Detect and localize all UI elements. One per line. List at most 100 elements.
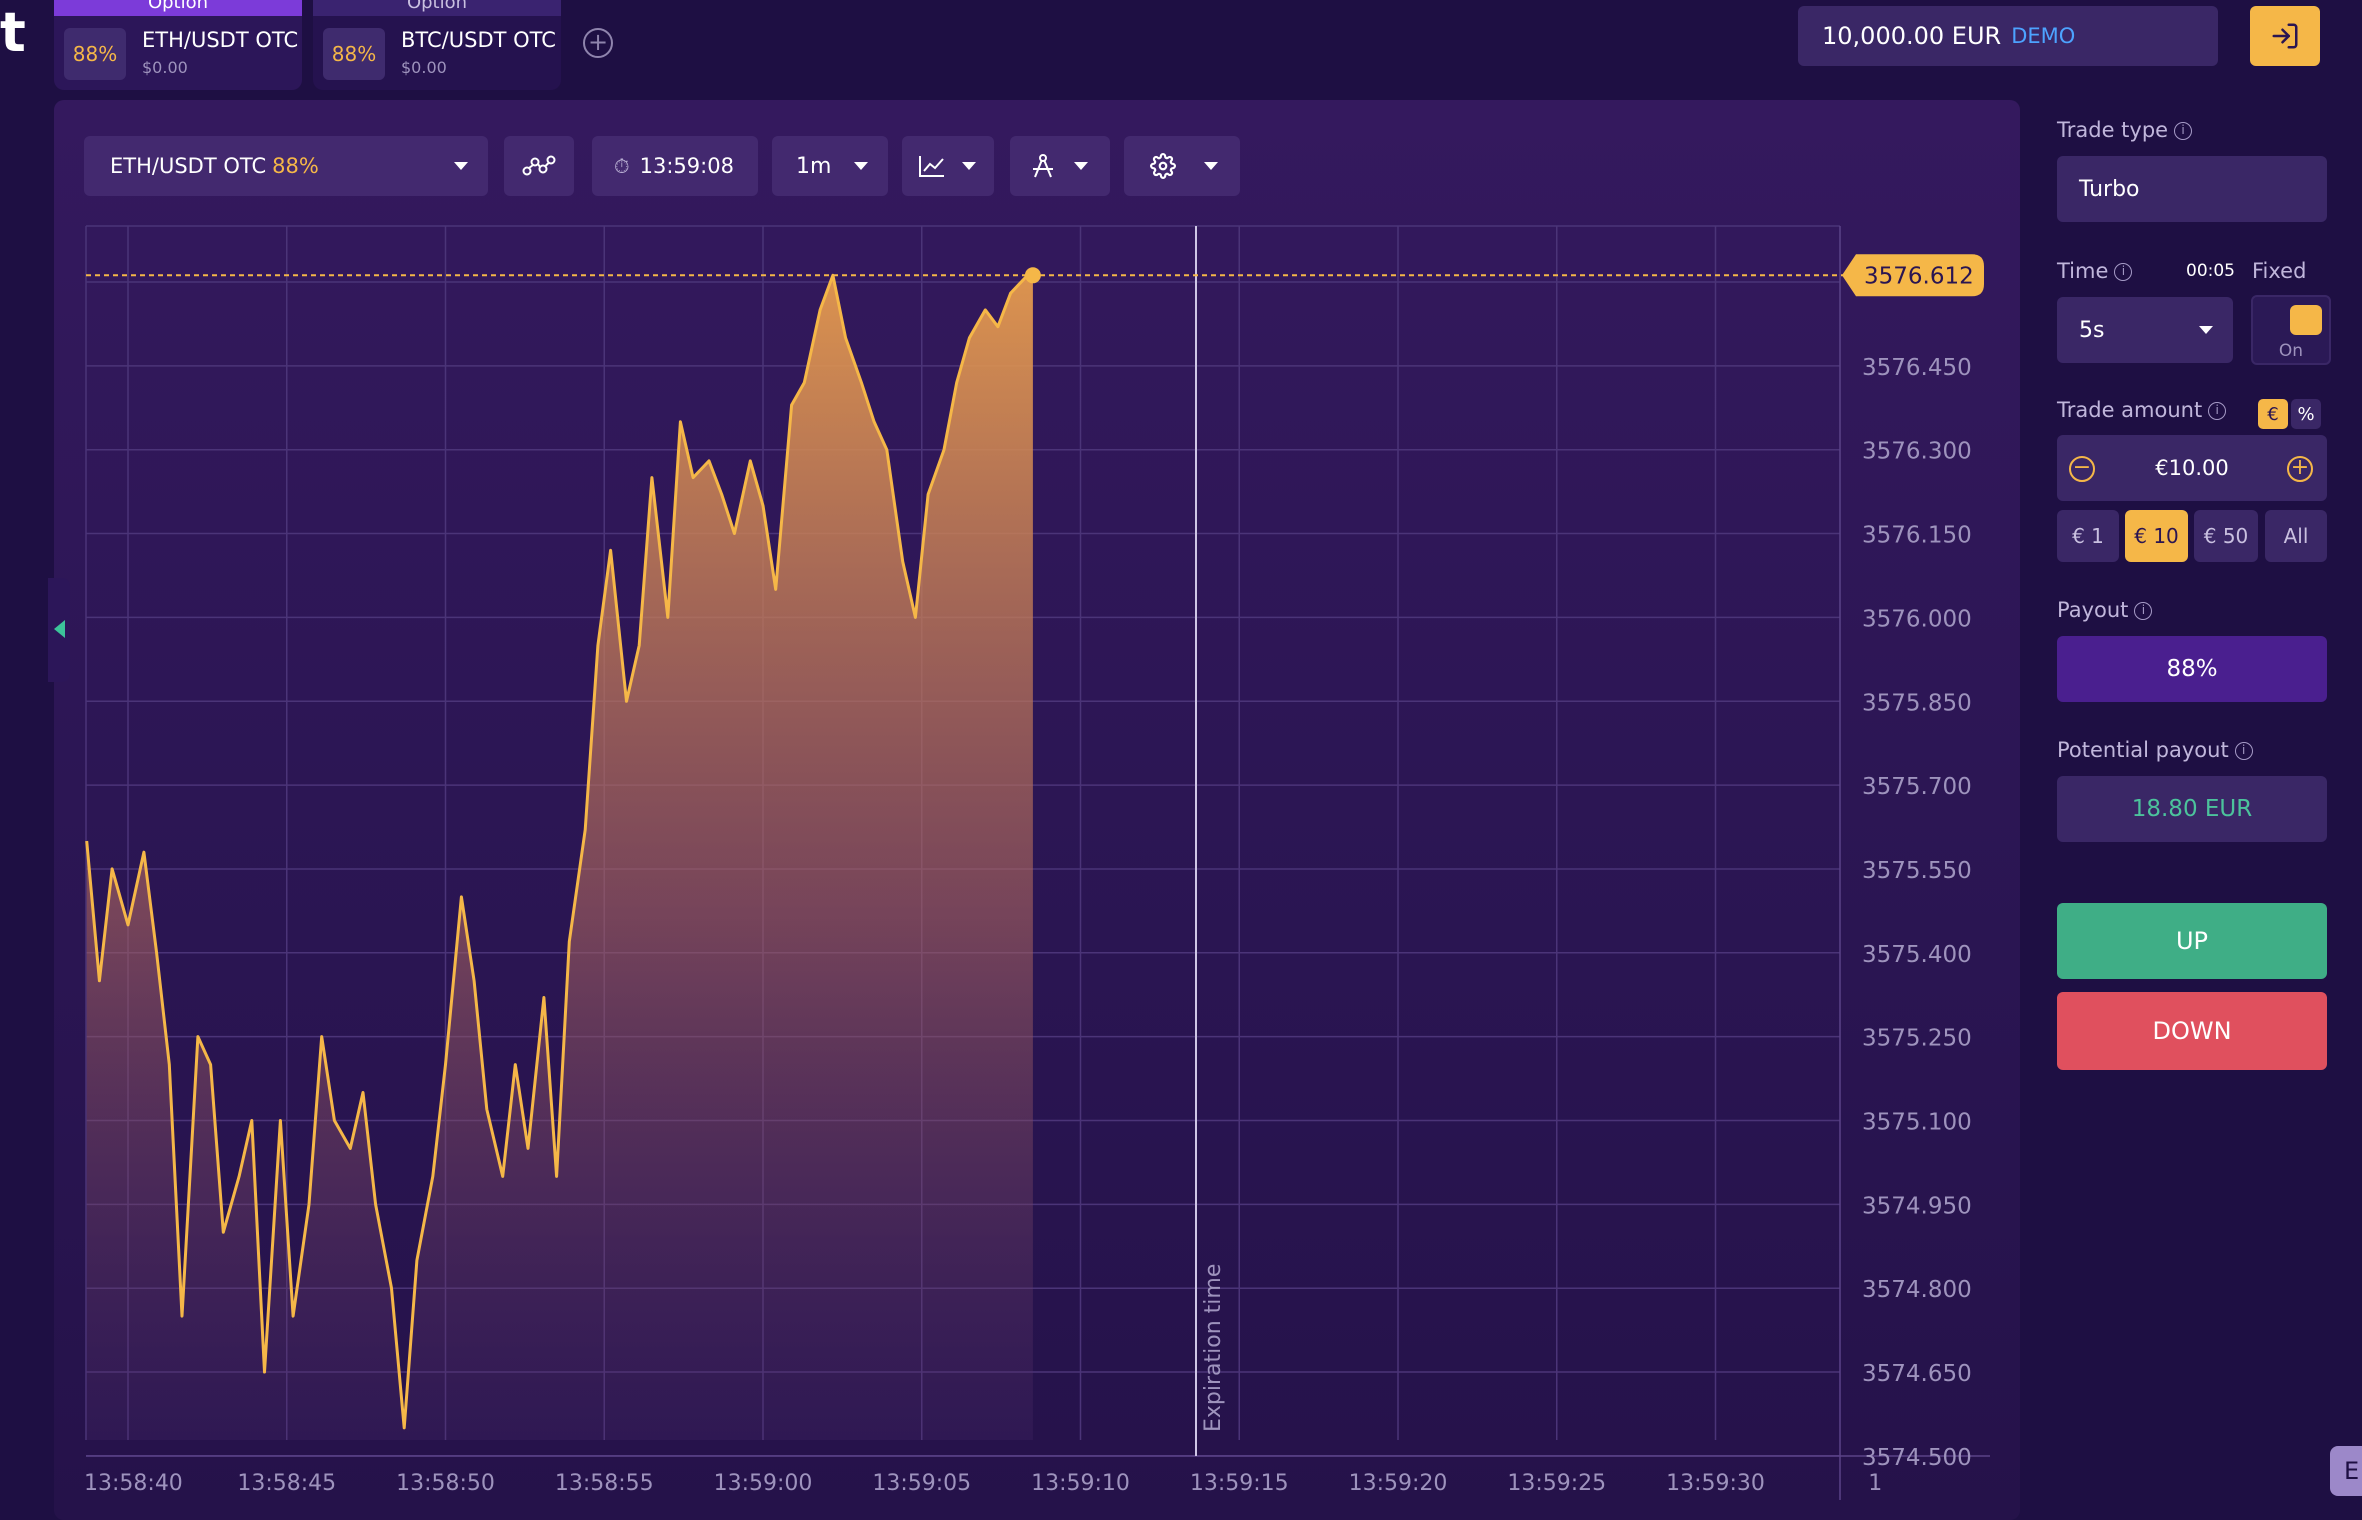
clock-time: 13:59:08: [639, 154, 734, 178]
quick-amount-10[interactable]: € 10: [2125, 510, 2188, 562]
tab-strip-label: Option: [313, 0, 561, 16]
x-tick-label: 13:59:00: [714, 1471, 813, 1496]
x-tick-label: 13:58:55: [555, 1471, 654, 1496]
x-tick-label: 13:59:25: [1507, 1471, 1606, 1496]
fixed-time-toggle[interactable]: On: [2251, 295, 2331, 365]
caret-left-icon: [54, 620, 65, 638]
time-label-text: Time: [2057, 259, 2109, 283]
asset-name: ETH/USDT OTC: [142, 28, 299, 52]
symbol-payout: 88%: [272, 154, 319, 178]
x-tick-label: 13:59:20: [1349, 1471, 1448, 1496]
info-icon[interactable]: i: [2114, 263, 2133, 281]
trade-type-selector[interactable]: Turbo: [2057, 156, 2327, 222]
chevron-down-icon: [962, 162, 976, 170]
account-mode-badge: DEMO: [2011, 24, 2076, 48]
brand-logo-fragment: t: [0, 1, 26, 64]
side-panel-toggle[interactable]: [48, 578, 70, 682]
y-tick-label: 3574.500: [1862, 1445, 1972, 1471]
payout-label-text: Payout: [2057, 598, 2129, 622]
x-tick-label: 13:59:05: [872, 1471, 971, 1496]
chevron-down-icon: [1204, 162, 1218, 170]
payout-label: Payout i: [2057, 598, 2153, 622]
trade-amount-label: Trade amount i: [2057, 398, 2227, 422]
up-button[interactable]: UP: [2057, 903, 2327, 979]
symbol-name: ETH/USDT OTC: [110, 154, 267, 178]
toggle-state: On: [2278, 341, 2304, 361]
asset-amount: $0.00: [142, 58, 188, 77]
y-tick-label: 3574.950: [1862, 1193, 1972, 1219]
decrease-amount-button[interactable]: −: [2069, 456, 2095, 482]
y-tick-label: 3575.250: [1862, 1026, 1972, 1052]
indicators-button[interactable]: [902, 136, 994, 196]
y-tick-label: 3575.700: [1862, 774, 1972, 800]
info-icon[interactable]: i: [2134, 602, 2153, 620]
currency-mode-percent[interactable]: %: [2291, 399, 2321, 429]
potential-payout-label: Potential payout i: [2057, 738, 2253, 762]
info-icon[interactable]: i: [2208, 402, 2227, 420]
price-tag-background: [1842, 254, 1984, 297]
quick-amount-1[interactable]: € 1: [2057, 510, 2119, 562]
chevron-down-icon: [2199, 326, 2213, 334]
info-icon[interactable]: i: [2234, 742, 2253, 760]
info-icon[interactable]: i: [2174, 122, 2193, 140]
indicators-icon: [919, 156, 944, 177]
y-tick-label: 3575.550: [1862, 858, 1972, 884]
y-tick-label: 3575.400: [1862, 942, 1972, 968]
quick-amount-50[interactable]: € 50: [2194, 510, 2258, 562]
trade-type-label-text: Trade type: [2057, 118, 2169, 142]
x-tick-label: 1: [1868, 1471, 1882, 1496]
y-tick-label: 3575.100: [1862, 1110, 1972, 1136]
y-tick-label: 3576.000: [1862, 606, 1972, 632]
asset-amount: $0.00: [401, 58, 447, 77]
y-tick-label: 3574.650: [1862, 1361, 1972, 1387]
price-area: [86, 275, 1033, 1440]
potential-payout-value: 18.80 EUR: [2057, 776, 2327, 842]
asset-payout-badge: 88%: [64, 28, 126, 80]
trade-amount-input[interactable]: €10.00: [2057, 435, 2327, 501]
stopwatch-icon: ⏱: [614, 154, 630, 178]
asset-tab-eth[interactable]: Option 88% ETH/USDT OTC $0.00: [54, 0, 302, 90]
potential-payout-label-text: Potential payout: [2057, 738, 2229, 762]
y-tick-label: 3574.800: [1862, 1277, 1972, 1303]
interval-selector[interactable]: 1m: [772, 136, 888, 196]
x-axis: 13:58:40 13:58:45 13:58:50 13:58:55 13:59:00…: [84, 1471, 1882, 1496]
currency-mode-euro[interactable]: €: [2258, 399, 2288, 429]
price-tag-value: 3576.612: [1864, 263, 1974, 289]
quick-amount-all[interactable]: All: [2265, 510, 2327, 562]
x-tick-label: 13:59:30: [1666, 1471, 1765, 1496]
login-button[interactable]: [2250, 6, 2320, 66]
y-tick-label: 3576.300: [1862, 439, 1972, 465]
down-button[interactable]: DOWN: [2057, 992, 2327, 1070]
increase-amount-button[interactable]: +: [2287, 456, 2313, 482]
asset-tab-btc[interactable]: Option 88% BTC/USDT OTC $0.00: [313, 0, 561, 90]
add-tab-button[interactable]: +: [583, 28, 613, 58]
symbol-selector[interactable]: ETH/USDT OTC 88%: [84, 136, 488, 196]
balance-selector[interactable]: 10,000.00 EUR DEMO: [1798, 6, 2218, 66]
price-line: [85, 273, 1034, 1430]
current-price-dot: [1024, 267, 1041, 284]
chart-settings-button[interactable]: [1124, 136, 1240, 196]
x-tick-label: 13:58:45: [237, 1471, 336, 1496]
chart-type-button[interactable]: [504, 136, 574, 196]
y-tick-label: 3575.850: [1862, 690, 1972, 716]
time-countdown: 00:05: [2186, 261, 2235, 281]
corner-chip[interactable]: E: [2330, 1446, 2362, 1496]
y-tick-label: 3576.450: [1862, 355, 1972, 381]
chevron-down-icon: [854, 162, 868, 170]
trade-type-label: Trade type i: [2057, 118, 2193, 142]
asset-payout-badge: 88%: [323, 28, 385, 80]
drawing-tools-button[interactable]: [1010, 136, 1110, 196]
chevron-down-icon: [454, 162, 468, 170]
x-tick-label: 13:58:40: [84, 1471, 183, 1496]
price-chart[interactable]: Expiration time 3576.6003576.4503576.300…: [0, 0, 2040, 1520]
y-axis: 3576.6003576.4503576.3003576.1503576.000…: [1862, 271, 1972, 1471]
trade-amount-label-text: Trade amount: [2057, 398, 2203, 422]
sign-in-icon: [2272, 23, 2298, 49]
time-value: 5s: [2079, 317, 2105, 343]
time-selector[interactable]: 5s: [2057, 297, 2233, 363]
x-tick-label: 13:58:50: [396, 1471, 495, 1496]
payout-value: 88%: [2057, 636, 2327, 702]
asset-name: BTC/USDT OTC: [401, 28, 556, 52]
server-clock: ⏱ 13:59:08: [592, 136, 758, 196]
expiration-label: Expiration time: [1201, 1264, 1226, 1432]
